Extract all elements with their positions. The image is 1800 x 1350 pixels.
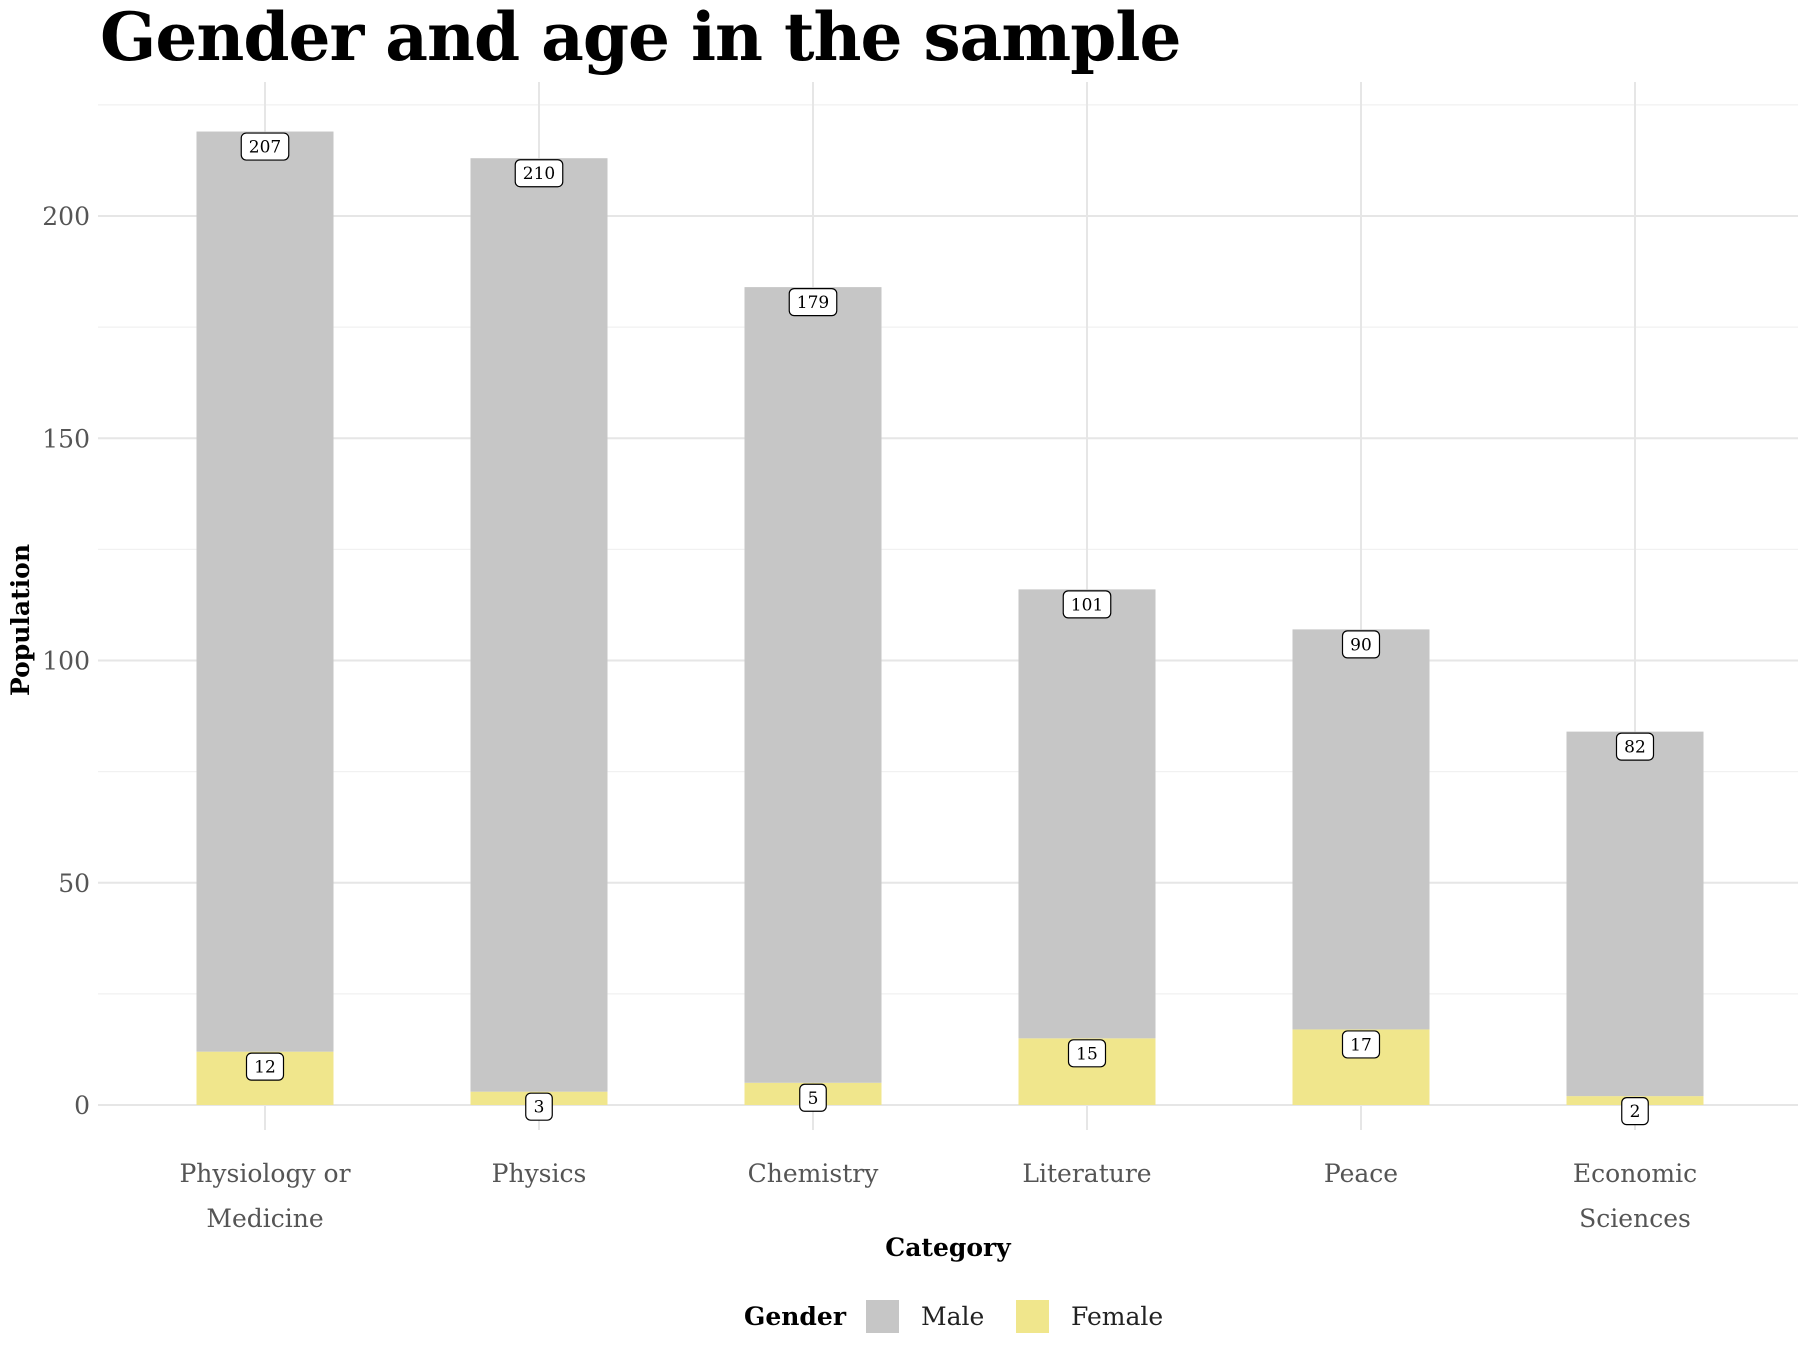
x-tick-label: Peace — [1324, 1159, 1398, 1188]
chart-title: Gender and age in the sample — [100, 0, 1181, 76]
x-tick-label: Chemistry — [748, 1159, 880, 1188]
data-label-box — [788, 288, 838, 317]
y-tick-label: 200 — [42, 202, 90, 231]
x-tick-label: Medicine — [206, 1204, 323, 1233]
data-label: 101 — [1071, 595, 1103, 615]
legend-swatch-male — [866, 1300, 899, 1333]
bars — [196, 131, 1704, 1105]
bar-male — [470, 158, 608, 1092]
y-axis-title: Population — [6, 544, 35, 696]
legend: Gender Male Female — [744, 1300, 1163, 1333]
x-tick-label: Economic — [1573, 1159, 1697, 1188]
grid-lines — [98, 82, 1798, 1130]
data-label-box — [1341, 1030, 1381, 1059]
x-tick-label: Physiology or — [179, 1159, 350, 1188]
data-label: 210 — [523, 164, 555, 184]
bar-male — [1018, 589, 1156, 1039]
data-label-box — [525, 1092, 553, 1121]
x-axis-title: Category — [885, 1233, 1012, 1262]
x-axis: Physiology or Medicine Physics Chemistry Lit… — [179, 1159, 1697, 1233]
legend-label-male: Male — [921, 1302, 984, 1331]
data-label-box — [1062, 590, 1112, 619]
data-label: 3 — [534, 1098, 545, 1118]
data-label-box — [514, 159, 564, 188]
y-tick-label: 0 — [74, 1091, 90, 1120]
data-label-box — [1615, 732, 1655, 761]
data-label: 17 — [1350, 1035, 1372, 1055]
y-tick-label: 100 — [42, 647, 90, 676]
data-labels: 12 207 3 210 5 179 15 101 17 90 2 82 — [240, 132, 1655, 1126]
legend-label-female: Female — [1071, 1302, 1163, 1331]
legend-swatch-female — [1016, 1300, 1049, 1333]
data-label-box — [1341, 630, 1381, 659]
bar-male — [1566, 731, 1704, 1097]
data-label-box — [1067, 1039, 1107, 1068]
data-label: 207 — [249, 138, 281, 158]
data-label: 15 — [1076, 1044, 1098, 1064]
bar-male — [1292, 629, 1430, 1030]
data-label-box — [240, 132, 290, 161]
data-label: 90 — [1350, 635, 1372, 655]
y-axis: 0 50 100 150 200 — [42, 202, 90, 1120]
x-tick-label: Sciences — [1579, 1204, 1691, 1233]
data-label-box — [1621, 1097, 1649, 1126]
legend-title: Gender — [744, 1302, 847, 1331]
data-label: 12 — [254, 1058, 276, 1078]
x-tick-label: Physics — [492, 1159, 587, 1188]
data-label: 82 — [1624, 738, 1646, 758]
y-tick-label: 50 — [58, 869, 90, 898]
data-label: 2 — [1630, 1102, 1641, 1122]
bar-male — [196, 131, 334, 1052]
x-tick-label: Literature — [1022, 1159, 1151, 1188]
data-label-box — [799, 1083, 827, 1112]
data-label: 179 — [797, 293, 829, 313]
data-label-box — [245, 1052, 285, 1081]
bar-male — [744, 287, 882, 1083]
data-label: 5 — [808, 1089, 819, 1109]
y-tick-label: 150 — [42, 424, 90, 453]
